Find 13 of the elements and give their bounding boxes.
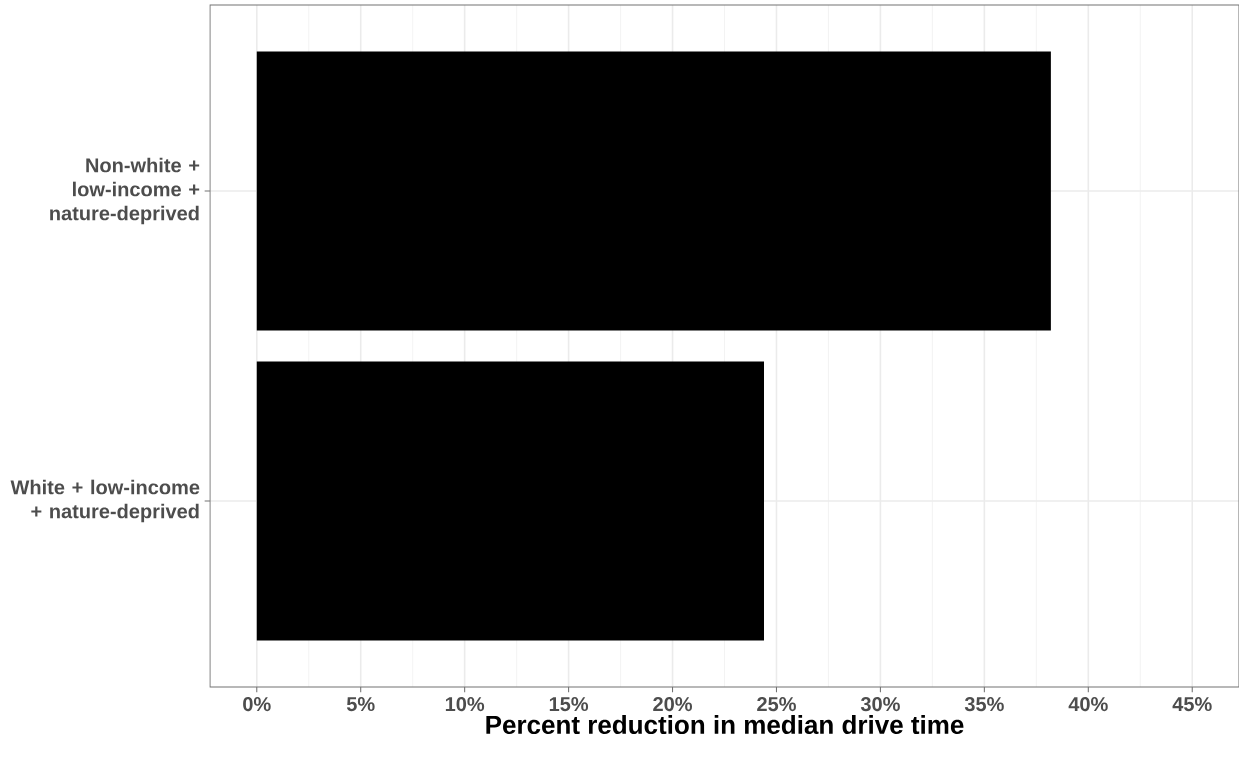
x-tick-label: 15% — [549, 697, 589, 712]
x-axis-title: Percent reduction in median drive time — [486, 715, 964, 735]
x-tick-label: 5% — [346, 697, 375, 712]
x-tick-label: 40% — [1068, 697, 1108, 712]
x-tick-label: 20% — [653, 697, 693, 712]
x-tick-label: 35% — [964, 697, 1004, 712]
x-tick-label: 25% — [757, 697, 796, 712]
x-tick-label: 10% — [445, 697, 485, 712]
y-tick-label: White + low-income + nature-deprived — [10, 479, 200, 523]
x-tick-label: 0% — [243, 697, 271, 712]
y-tick-label: Non-white + low-income + nature-deprived — [50, 157, 200, 225]
x-tick-label: 45% — [1172, 697, 1212, 712]
x-tick-label: 30% — [860, 697, 900, 712]
